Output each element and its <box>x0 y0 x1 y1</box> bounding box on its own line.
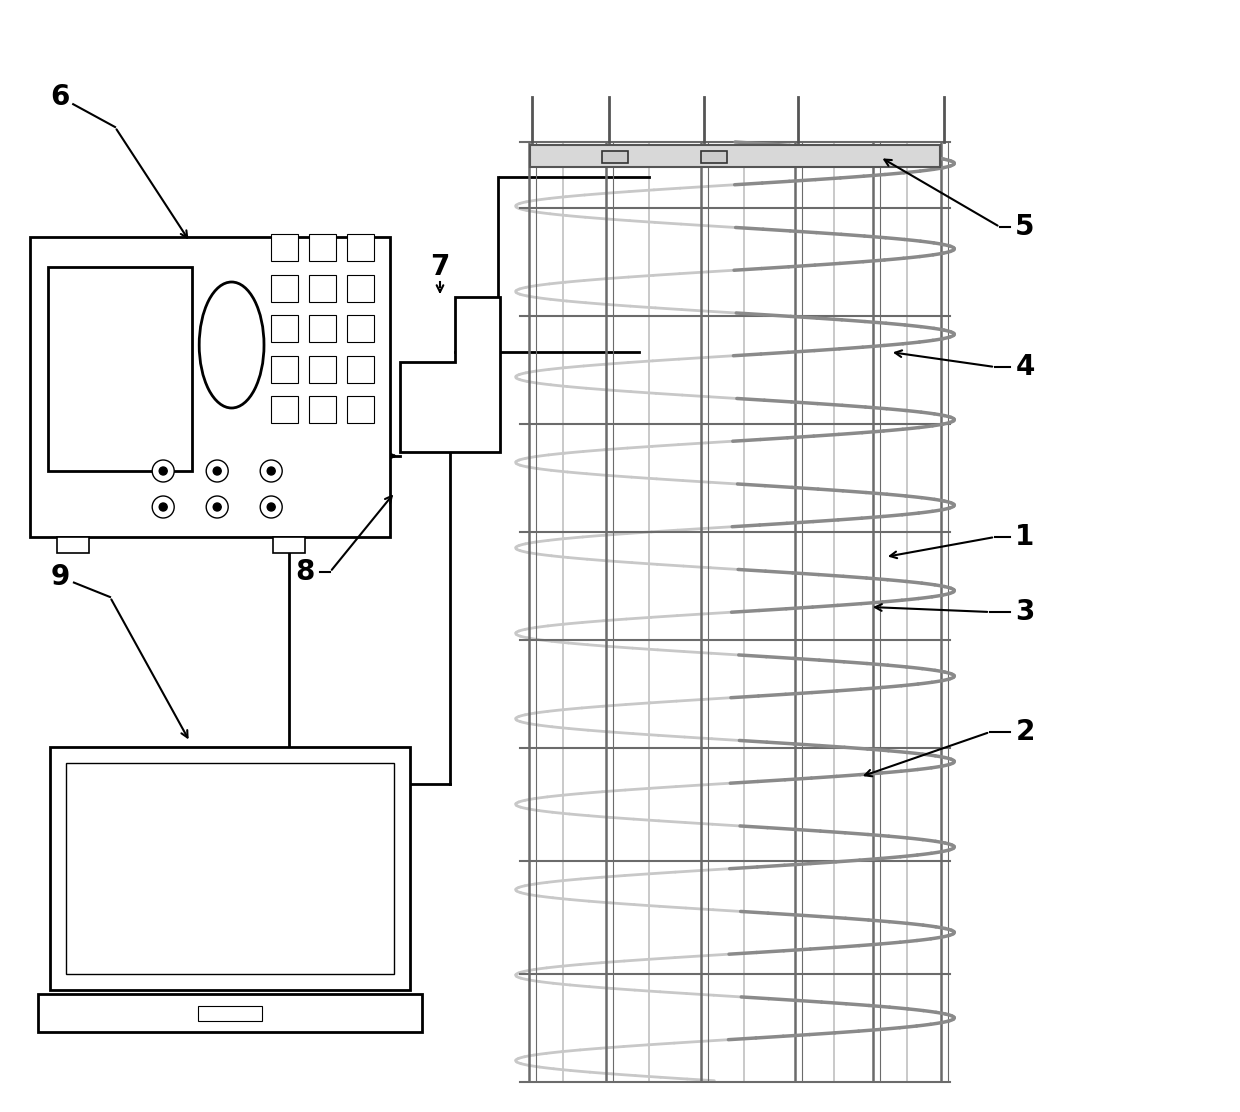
Polygon shape <box>401 297 500 451</box>
Circle shape <box>206 460 228 481</box>
FancyBboxPatch shape <box>309 275 336 301</box>
FancyBboxPatch shape <box>309 356 336 383</box>
Circle shape <box>213 503 221 512</box>
Circle shape <box>267 467 275 475</box>
FancyBboxPatch shape <box>30 237 391 537</box>
Text: 3: 3 <box>1016 598 1034 626</box>
FancyBboxPatch shape <box>347 275 373 301</box>
Bar <box>529 145 940 167</box>
Text: 6: 6 <box>51 83 69 111</box>
FancyBboxPatch shape <box>347 315 373 342</box>
Bar <box>601 151 627 163</box>
FancyBboxPatch shape <box>347 396 373 423</box>
FancyBboxPatch shape <box>347 234 373 261</box>
FancyBboxPatch shape <box>309 234 336 261</box>
Text: 7: 7 <box>430 254 450 281</box>
FancyBboxPatch shape <box>57 537 89 553</box>
FancyBboxPatch shape <box>309 315 336 342</box>
FancyBboxPatch shape <box>309 396 336 423</box>
Circle shape <box>213 467 221 475</box>
Circle shape <box>153 460 174 481</box>
FancyBboxPatch shape <box>197 1006 263 1021</box>
Circle shape <box>159 503 167 512</box>
FancyBboxPatch shape <box>273 537 305 553</box>
Circle shape <box>260 460 283 481</box>
Circle shape <box>159 467 167 475</box>
FancyBboxPatch shape <box>272 315 298 342</box>
Text: 2: 2 <box>1016 718 1034 746</box>
Circle shape <box>206 496 228 518</box>
Text: 9: 9 <box>51 563 69 590</box>
FancyBboxPatch shape <box>347 356 373 383</box>
Text: 8: 8 <box>295 558 315 586</box>
Circle shape <box>260 496 283 518</box>
FancyBboxPatch shape <box>38 994 422 1032</box>
Text: 1: 1 <box>1016 523 1034 552</box>
FancyBboxPatch shape <box>48 267 192 471</box>
FancyBboxPatch shape <box>66 763 394 974</box>
FancyBboxPatch shape <box>272 396 298 423</box>
Bar <box>701 151 727 163</box>
Text: 4: 4 <box>1016 353 1034 381</box>
FancyBboxPatch shape <box>272 356 298 383</box>
FancyBboxPatch shape <box>272 234 298 261</box>
FancyBboxPatch shape <box>272 275 298 301</box>
Circle shape <box>153 496 174 518</box>
Circle shape <box>267 503 275 512</box>
FancyBboxPatch shape <box>50 747 410 991</box>
Text: 5: 5 <box>1016 214 1034 241</box>
Ellipse shape <box>200 282 264 408</box>
